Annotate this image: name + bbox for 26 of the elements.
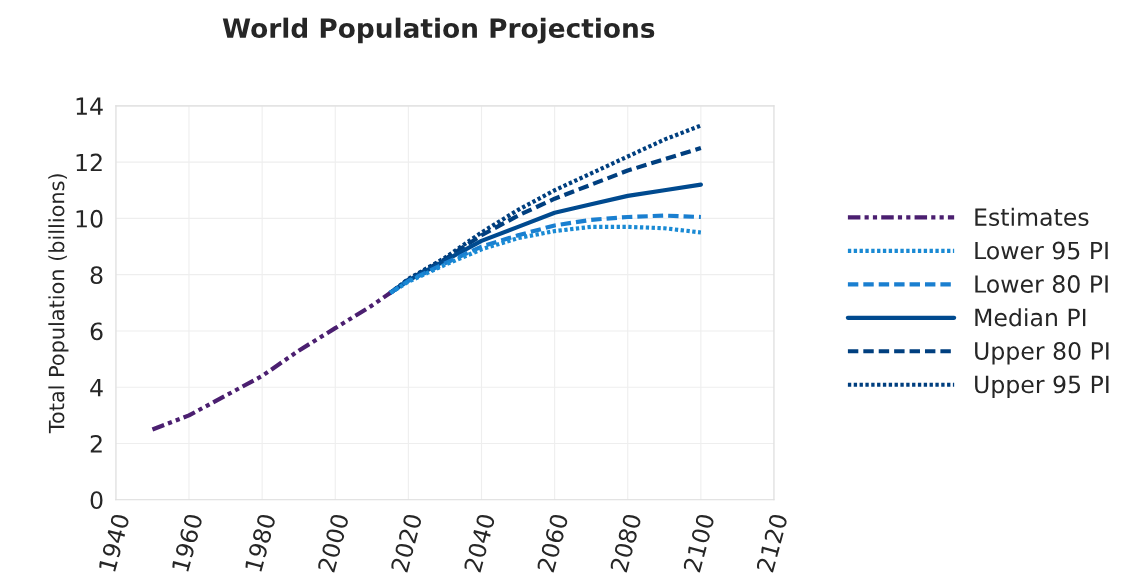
x-tick-label: 1960 (171, 513, 203, 572)
x-tick-label: 1940 (98, 513, 130, 572)
legend-label: Lower 80 PI (975, 275, 1108, 293)
x-tick-label: 2080 (609, 513, 642, 573)
y-tick-label: 12 (76, 153, 102, 172)
x-tick-label: 2040 (463, 513, 496, 573)
y-tick-label: 8 (90, 266, 103, 284)
y-tick-label: 6 (90, 322, 103, 341)
legend-label: Lower 95 PI (975, 241, 1108, 260)
x-tick-label: 2100 (682, 513, 715, 573)
x-tick-label: 2020 (390, 513, 423, 573)
y-tick-label: 0 (90, 491, 103, 510)
y-tick-label: 14 (76, 97, 103, 115)
y-axis-title: Total Population (billions) (48, 174, 69, 434)
legend-label: Upper 95 PI (975, 375, 1109, 398)
legend-label: Median PI (975, 308, 1086, 327)
y-tick-label: 10 (76, 209, 103, 228)
chart-title: World Population Projections (222, 17, 655, 44)
legend-label: Upper 80 PI (975, 342, 1109, 365)
y-tick-label: 2 (90, 434, 102, 453)
x-tick-label: 2000 (317, 513, 350, 573)
x-tick-label: 1980 (244, 513, 277, 572)
legend-label: Estimates (975, 207, 1089, 226)
y-tick-label: 4 (90, 379, 103, 397)
x-tick-label: 2060 (536, 513, 569, 573)
x-tick-label: 2120 (756, 513, 788, 573)
